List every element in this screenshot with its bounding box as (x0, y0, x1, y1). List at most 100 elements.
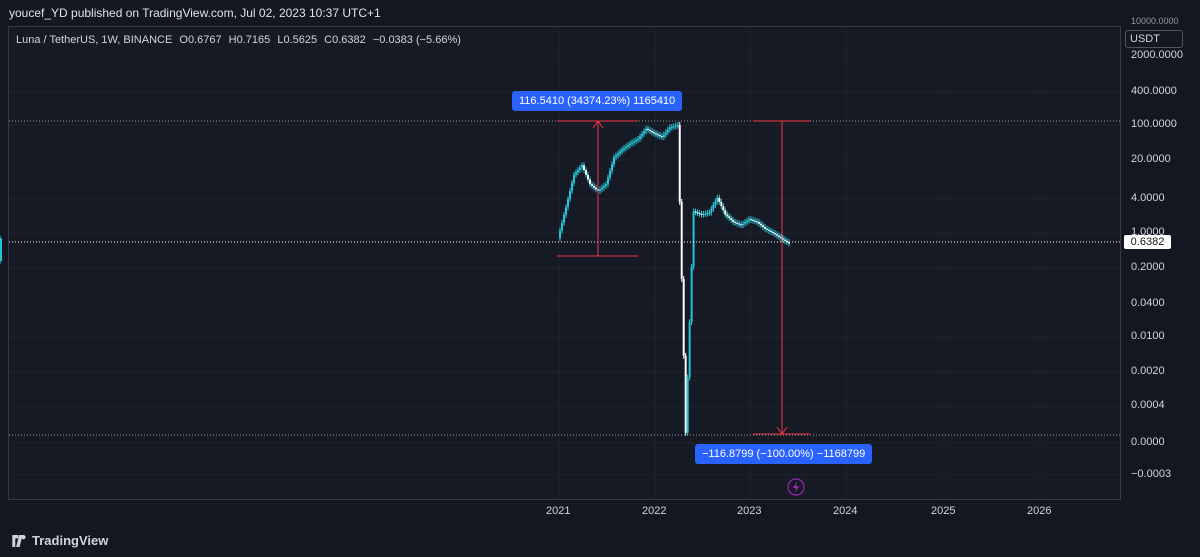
candle-body (760, 223, 762, 226)
candle-body (782, 238, 784, 240)
candle-body (722, 206, 725, 211)
legend-change: −0.0383 (−5.66%) (372, 34, 461, 46)
candle-body (728, 216, 731, 219)
candle-body (563, 214, 565, 223)
candle-body (591, 184, 593, 186)
candle-body (639, 136, 641, 140)
candle-body (0, 252, 2, 256)
x-tick-label: 2023 (737, 505, 762, 517)
event-lightning-icon (787, 478, 805, 496)
y-tick-label: 20.0000 (1131, 153, 1171, 165)
y-tick-label: 2000.0000 (1131, 49, 1183, 61)
last-price-tag: 0.6382 (1124, 235, 1171, 249)
candle-body (656, 134, 659, 136)
candle-body (676, 125, 679, 126)
candle-body (0, 243, 2, 247)
candle-body (619, 151, 621, 154)
legend-close: C0.6382 (324, 34, 366, 46)
candle-body (670, 126, 673, 128)
candle-body (601, 187, 603, 190)
candle-body (623, 148, 625, 150)
y-tick-label: 4.0000 (1131, 192, 1165, 204)
candle-body (615, 155, 617, 158)
candle-body (672, 126, 675, 128)
candle-body (635, 140, 637, 142)
lightning-bolt-icon (793, 481, 799, 493)
candle-body (585, 169, 587, 175)
price-axis[interactable] (1121, 26, 1200, 500)
candle-body (732, 220, 735, 222)
footer-bar (0, 529, 1200, 557)
candle-body (704, 213, 707, 215)
tradingview-brand: TradingView (32, 533, 109, 548)
candle-body (603, 185, 605, 188)
candle-body (772, 231, 774, 233)
candle-body (0, 255, 2, 259)
candle-body (589, 179, 591, 185)
candle-body (654, 133, 657, 135)
candle-body (718, 197, 721, 202)
legend-open: O0.6767 (179, 34, 222, 46)
candle-body (658, 135, 661, 137)
currency-selector[interactable]: USDT (1125, 30, 1183, 48)
candle-body (647, 128, 649, 130)
candle-body (631, 142, 633, 144)
candle-body (664, 132, 667, 135)
candle-body (559, 230, 561, 239)
candle-body (627, 145, 629, 147)
candle-body (724, 210, 727, 215)
candle-body (629, 143, 631, 146)
candle-body (758, 221, 760, 224)
candle-body (710, 208, 713, 213)
candle-body (720, 201, 723, 207)
y-tick-label: 0.0004 (1131, 399, 1165, 411)
candle-body (0, 258, 2, 262)
candle-body (692, 211, 695, 267)
candle-body (571, 182, 573, 191)
candle-body (740, 224, 743, 226)
y-tick-label: 0.0020 (1131, 365, 1165, 377)
candle-body (579, 167, 581, 170)
candle-body (668, 127, 671, 130)
candle-body (686, 377, 689, 433)
candle-body (730, 218, 733, 221)
candle-body (0, 240, 2, 244)
candle-body (651, 131, 653, 133)
candle-body (573, 174, 575, 183)
x-tick-label: 2024 (833, 505, 858, 517)
candle-body (690, 266, 693, 323)
candle-body (746, 220, 749, 223)
candle-body (754, 220, 756, 222)
candle-body (613, 157, 615, 165)
candle-body (660, 136, 663, 138)
x-tick-label: 2026 (1027, 505, 1052, 517)
candle-body (742, 223, 745, 226)
candle-body (788, 242, 790, 244)
legend-low: L0.5625 (277, 34, 318, 46)
candle-body (750, 219, 752, 221)
candle-body (694, 211, 697, 213)
candle-body (637, 139, 639, 141)
candle-body (684, 355, 687, 433)
y-tick-label: 0.0100 (1131, 330, 1165, 342)
x-tick-label: 2022 (642, 505, 667, 517)
symbol-legend: Luna / TetherUS, 1W, BINANCE O0.6767 H0.… (16, 34, 461, 46)
candle-body (645, 128, 647, 132)
candle-body (784, 239, 786, 241)
candle-body (0, 246, 2, 250)
measure-down-arrowhead (776, 426, 788, 435)
candle-body (774, 233, 776, 235)
y-tick-label: 0.0000 (1131, 436, 1165, 448)
candle-body (726, 214, 729, 217)
candle-body (609, 170, 611, 178)
y-tick-label: 0.0400 (1131, 297, 1165, 309)
candle-body (605, 184, 607, 186)
candle-body (738, 223, 741, 225)
candle-body (762, 225, 764, 228)
candle-body (653, 132, 655, 134)
candle-body (714, 201, 717, 206)
candle-body (748, 219, 751, 221)
y-tick-label: 400.0000 (1131, 85, 1177, 97)
candle-body (766, 228, 768, 230)
